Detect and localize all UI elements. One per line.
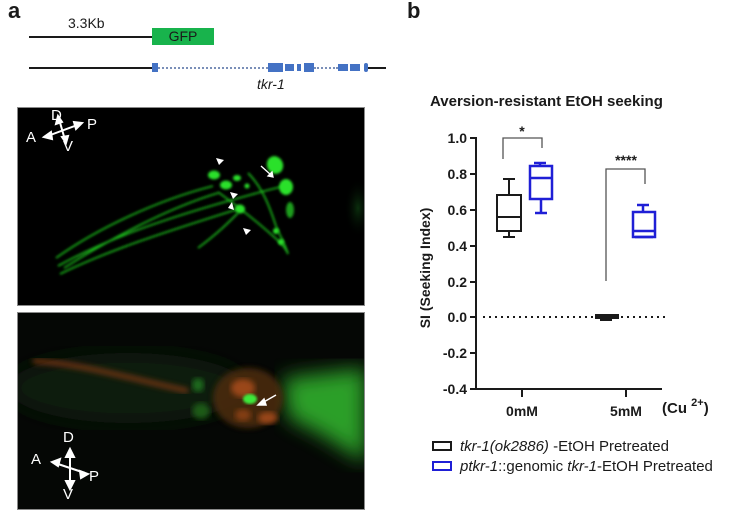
y-axis: [470, 137, 477, 390]
exon-8: [364, 63, 368, 72]
svg-text:0mM: 0mM: [506, 403, 538, 419]
chart-title: Aversion-resistant EtOH seeking: [430, 93, 663, 110]
neuron-fluorescence-image: [41, 113, 364, 275]
y-tick-labels: 1.0 0.8 0.6 0.4 0.2 0.0 -0.2 -0.4: [443, 130, 467, 397]
x-axis: [475, 388, 662, 397]
chart-legend: tkr-1(ok2886) -EtOH Pretreated ptkr-1::g…: [432, 436, 713, 476]
svg-text:0.2: 0.2: [448, 274, 468, 290]
box-blue-5mM: [631, 203, 657, 239]
exon-2: [268, 63, 283, 72]
legend-item-tkr1-mutant: tkr-1(ok2886) -EtOH Pretreated: [432, 436, 713, 456]
compass-ventral-label: V: [63, 138, 74, 155]
compass-anterior-label: A: [26, 129, 37, 146]
exon-3: [285, 64, 294, 71]
panel-a-label: a: [8, 0, 21, 23]
box-plot-chart: SI (Seeking Index) 1.0 0.8 0.6 0.4 0.2 0…: [417, 123, 709, 419]
promoter-length-label: 3.3Kb: [68, 15, 105, 31]
legend-swatch-black: [432, 441, 452, 451]
significance-labels: * ****: [519, 123, 637, 168]
intron-dotted-2: [314, 67, 338, 69]
compass-posterior-label: P: [89, 468, 100, 485]
intron-dotted: [158, 67, 268, 69]
exon-1: [152, 63, 158, 72]
exon-6: [338, 64, 348, 71]
x-tick-labels: 0mM 5mM: [506, 403, 642, 419]
promoter-line: [29, 36, 153, 38]
svg-text:0.6: 0.6: [448, 202, 468, 218]
box-blue-0mM: [528, 161, 554, 215]
exon-5: [304, 63, 314, 72]
gfp-reporter-box: GFP: [152, 28, 214, 45]
svg-text:0.4: 0.4: [448, 238, 468, 254]
legend-swatch-blue: [432, 461, 452, 471]
box-black-5mM: [595, 314, 619, 321]
compass-icon: [41, 113, 85, 146]
box-black-0mM: [496, 178, 522, 238]
svg-text:5mM: 5mM: [610, 403, 642, 419]
compass-dorsal-label: D: [51, 107, 62, 124]
compass-icon: [49, 446, 91, 492]
gene-construct-diagram: 3.3Kb GFP tkr-1: [0, 0, 400, 95]
colocalization-image: [18, 313, 364, 509]
svg-text:****: ****: [615, 152, 637, 168]
legend-item-rescue: ptkr-1::genomic tkr-1 -EtOH Pretreated: [432, 456, 713, 476]
exon-7: [350, 64, 360, 71]
arrowhead-markers: [216, 158, 251, 235]
compass-anterior-label: A: [31, 451, 42, 468]
svg-text:0.0: 0.0: [448, 309, 468, 325]
compass-ventral-label: V: [63, 486, 74, 503]
panel-b-label: b: [407, 0, 421, 23]
genomic-upstream-line: [29, 67, 153, 69]
svg-text:0.8: 0.8: [448, 166, 468, 182]
micrograph-colocalization: D A P V: [17, 312, 365, 510]
micrograph-gfp-expression: D A P V: [17, 107, 365, 306]
svg-text:*: *: [519, 123, 525, 139]
compass-posterior-label: P: [87, 116, 98, 133]
y-axis-label: SI (Seeking Index): [417, 208, 433, 329]
compass-dorsal-label: D: [63, 429, 74, 446]
exon-4: [297, 64, 301, 71]
svg-text:-0.2: -0.2: [443, 345, 467, 361]
svg-text:1.0: 1.0: [448, 130, 468, 146]
x-axis-unit-label: (Cu 2+): [662, 397, 709, 417]
significance-brackets: [502, 137, 646, 281]
genomic-downstream-line: [368, 67, 386, 69]
gene-name-label: tkr-1: [257, 76, 285, 92]
svg-text:-0.4: -0.4: [443, 381, 467, 397]
